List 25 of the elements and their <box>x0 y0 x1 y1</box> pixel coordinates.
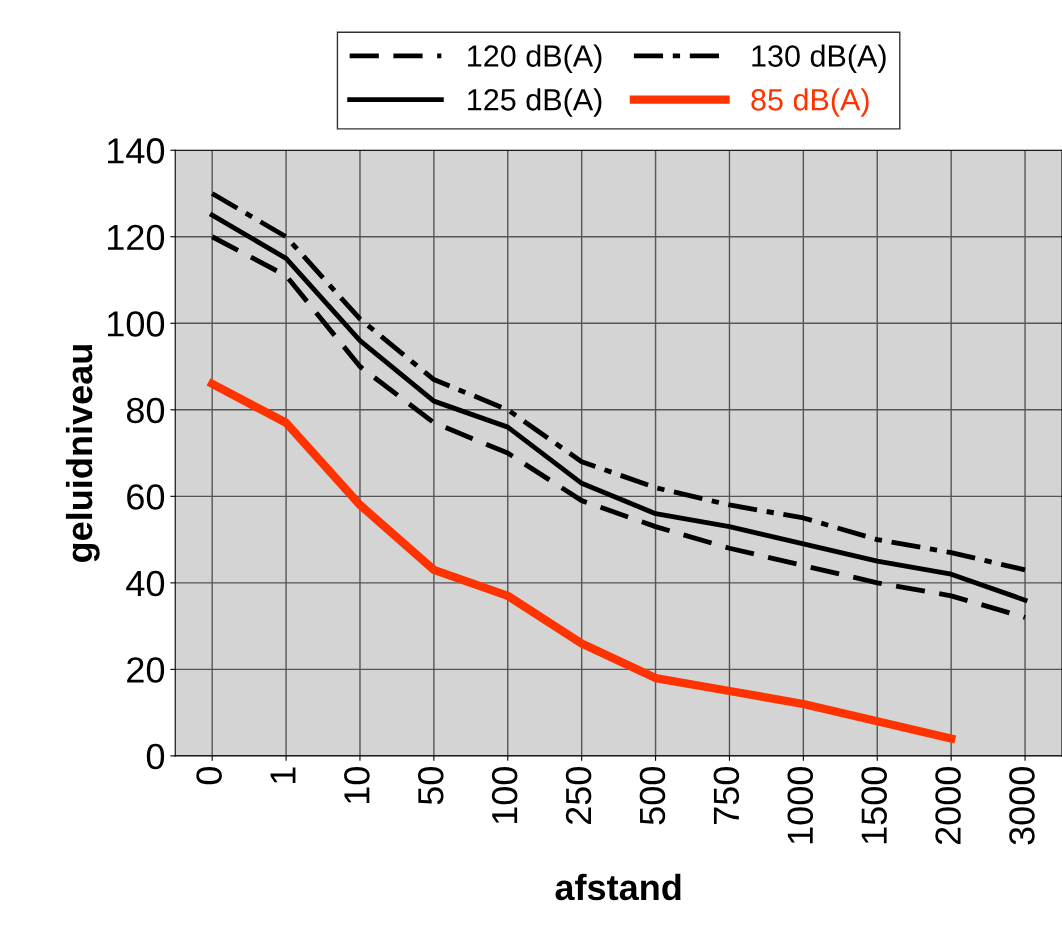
legend-label: 85 dB(A) <box>751 88 869 117</box>
x-tick-label: 100 <box>491 767 518 824</box>
legend-label: 120 dB(A) <box>468 44 602 73</box>
x-tick-label: 2000 <box>935 767 961 845</box>
y-tick-label: 140 <box>108 138 165 164</box>
x-axis-title: afstand <box>555 873 681 901</box>
x-tick-label: 10 <box>344 767 370 804</box>
y-tick-label: 60 <box>127 484 165 510</box>
x-tick-label: 1 <box>270 767 296 783</box>
x-tick-label: 3000 <box>1009 767 1035 845</box>
x-tick-label: 0 <box>196 767 222 785</box>
x-tick-label: 500 <box>639 767 666 825</box>
legend-label: 125 dB(A) <box>468 88 602 117</box>
x-tick-label: 1500 <box>861 767 887 844</box>
y-tick-label: 40 <box>126 570 165 597</box>
legend-label: 130 dB(A) <box>752 44 886 73</box>
y-axis-title: geluidniveau <box>65 345 100 562</box>
x-tick-label: 750 <box>713 767 740 825</box>
x-tick-label: 250 <box>565 767 592 825</box>
x-tick-label: 50 <box>417 767 444 805</box>
y-tick-label: 20 <box>127 657 165 683</box>
x-tick-label: 1000 <box>787 767 814 844</box>
y-tick-label: 100 <box>108 311 165 337</box>
y-tick-label: 80 <box>126 397 165 424</box>
y-tick-label: 120 <box>108 224 165 251</box>
